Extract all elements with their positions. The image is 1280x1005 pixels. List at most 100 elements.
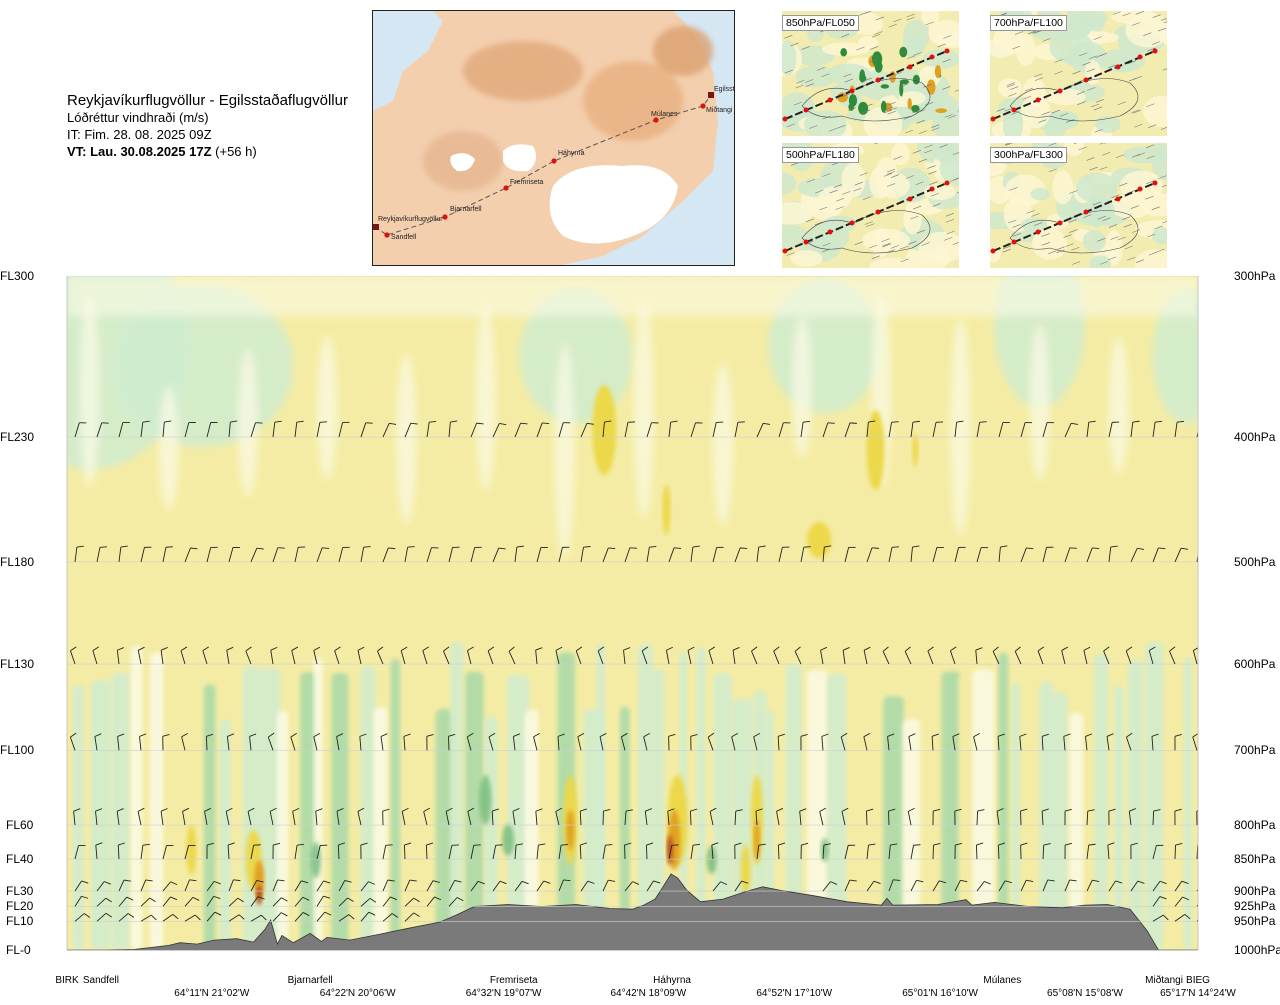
mini-map-label: 700hPa/FL100 — [990, 15, 1067, 31]
wind-barb — [162, 896, 178, 907]
wind-barb — [734, 880, 749, 892]
wind-barb — [558, 843, 569, 860]
mini-barb — [1128, 77, 1137, 82]
wind-barb — [822, 881, 838, 892]
mini-barb — [944, 237, 953, 241]
wind-barb — [272, 912, 288, 922]
wind-barb — [467, 807, 475, 826]
wind-barb — [140, 546, 152, 563]
wind-barb — [1103, 646, 1110, 665]
wind-barb — [1197, 276, 1198, 277]
wind-barb — [822, 545, 832, 563]
mini-barb — [848, 107, 857, 111]
mini-barb — [1127, 256, 1136, 261]
mini-barb — [836, 125, 846, 129]
mini-barb — [900, 258, 909, 263]
wind-barb — [624, 809, 633, 826]
wind-barb — [316, 844, 328, 860]
wind-barb — [247, 807, 255, 826]
mini-waypoint — [1115, 64, 1121, 70]
mini-barb — [945, 218, 955, 223]
wind-barb — [492, 547, 506, 563]
mini-barb — [814, 221, 823, 226]
mini-barb — [881, 238, 890, 242]
mini-barb — [906, 13, 915, 18]
wind-barb — [536, 547, 548, 563]
mini-barb — [890, 245, 899, 249]
wind-barb — [1152, 914, 1169, 922]
wind-barb — [624, 881, 640, 892]
wind-barb — [536, 422, 550, 438]
wind-barb — [118, 913, 135, 922]
wind-barb — [931, 733, 939, 751]
mini-barb — [890, 174, 900, 178]
wind-barb — [932, 808, 941, 826]
mini-barb — [882, 243, 891, 248]
mini-barb — [1132, 109, 1142, 114]
x-coordinate-label: 64°11'N 21°02'W — [174, 988, 250, 999]
wind-barb — [426, 880, 440, 892]
wind-barb — [184, 879, 197, 892]
mini-barb — [929, 181, 938, 185]
mini-barb — [1108, 64, 1117, 69]
wind-barb — [336, 733, 344, 751]
wind-barb — [888, 808, 896, 826]
wind-barb — [377, 646, 384, 665]
mini-barb — [854, 241, 864, 245]
mini-barb — [844, 78, 853, 83]
mini-barb — [1022, 95, 1032, 100]
field-band — [638, 644, 653, 950]
mini-barb — [942, 58, 951, 63]
wind-barb — [1107, 842, 1115, 860]
updraft-core — [566, 810, 575, 850]
mini-map-300: 300hPa/FL300 — [990, 143, 1167, 268]
wind-barb — [1108, 545, 1118, 563]
mini-barb — [1073, 143, 1077, 145]
wind-barb — [1125, 732, 1133, 751]
mini-barb — [1163, 21, 1167, 24]
wind-barb — [95, 808, 103, 826]
wind-barb — [426, 420, 437, 438]
wind-barb — [865, 808, 874, 826]
wind-barb — [96, 546, 108, 563]
mini-barb — [1051, 109, 1060, 114]
wind-barb — [623, 647, 631, 665]
mini-barb — [883, 173, 892, 177]
mini-barb — [910, 215, 919, 220]
mini-barb — [1157, 27, 1167, 32]
waypoint-label: Miðtangi — [706, 106, 733, 114]
mini-barb — [1108, 224, 1118, 228]
field-band — [1011, 682, 1021, 950]
wind-barb — [819, 807, 827, 826]
mini-barb — [1056, 249, 1065, 254]
x-waypoint-label: Bjarnarfell — [287, 975, 333, 986]
wind-barb — [799, 808, 807, 826]
mini-barb — [924, 144, 933, 149]
mini-barb — [1006, 82, 1016, 86]
wind-barb — [313, 646, 321, 665]
mini-route-line — [992, 50, 1156, 120]
mini-map-850: 850hPa/FL050 — [782, 11, 959, 136]
mini-waypoint — [1083, 209, 1089, 215]
wind-barb — [181, 732, 188, 751]
field-band — [696, 646, 706, 950]
wind-barb — [602, 547, 616, 563]
mini-barb — [1034, 222, 1043, 226]
airport-marker — [708, 92, 714, 98]
field-band — [1145, 642, 1164, 950]
mini-map-core — [912, 74, 920, 85]
mini-barb — [1093, 106, 1103, 111]
wind-barb — [1064, 808, 1072, 826]
wind-barb — [182, 807, 190, 826]
y-label-right: 925hPa — [1234, 899, 1276, 914]
field-band — [596, 642, 606, 950]
mini-waypoint — [1152, 180, 1158, 186]
mini-waypoint — [990, 248, 996, 254]
updraft-core — [807, 522, 832, 558]
mini-barb — [939, 144, 948, 148]
wind-barb — [1151, 733, 1159, 751]
wind-barb — [487, 646, 495, 665]
wind-barb — [708, 646, 716, 665]
mini-map-label: 850hPa/FL050 — [782, 15, 859, 31]
wind-barb — [116, 808, 124, 826]
